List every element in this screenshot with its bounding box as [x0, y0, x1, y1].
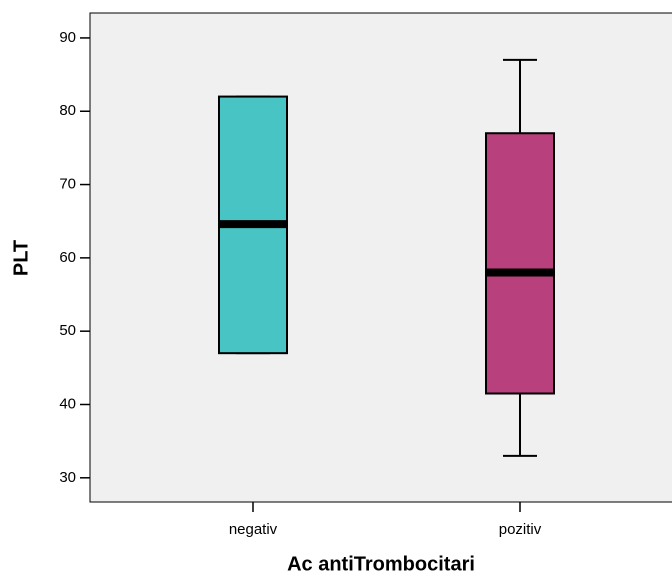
y-tick-label: 80: [59, 102, 76, 119]
y-tick-label: 30: [59, 469, 76, 486]
y-tick-label: 70: [59, 176, 76, 193]
x-tick-label: pozitiv: [499, 521, 542, 538]
plot-area: [89, 12, 672, 503]
y-tick-label: 50: [59, 322, 76, 339]
y-tick-label: 40: [59, 395, 76, 412]
plot: 30 40 50 60 70 80 90 negativ pozitiv: [59, 12, 672, 538]
y-tick-label: 60: [59, 249, 76, 266]
x-axis-title: Ac antiTrombocitari: [287, 553, 475, 575]
x-tick-label: negativ: [229, 521, 278, 538]
y-axis-title: PLT: [10, 240, 32, 276]
box: [485, 132, 555, 395]
y-tick-label: 90: [59, 29, 76, 46]
